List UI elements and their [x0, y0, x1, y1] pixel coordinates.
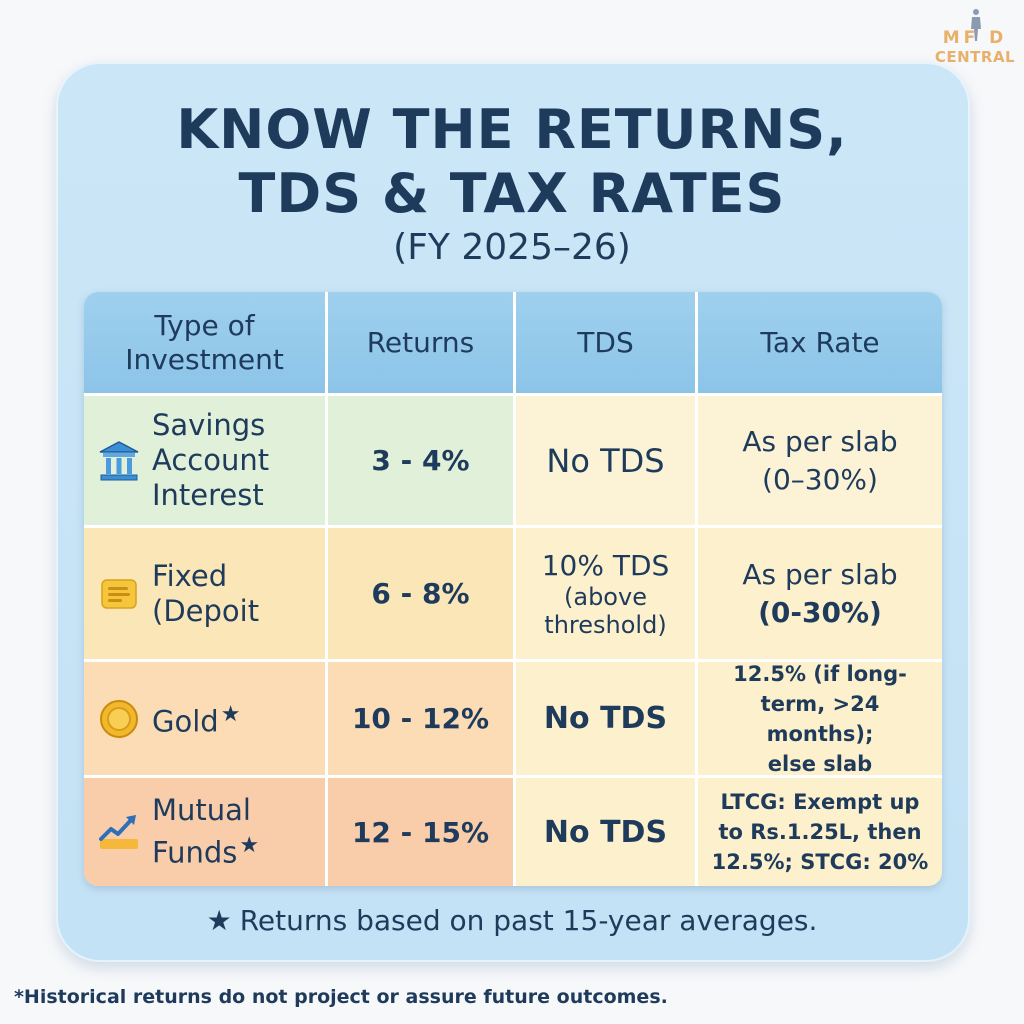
tds-line: threshold) — [544, 610, 667, 639]
tax-line: (0–30%) — [762, 462, 878, 496]
row-mf-tds: No TDS — [516, 778, 698, 886]
row-fd-returns: 6 - 8% — [328, 528, 516, 662]
page-title: KNOW THE RETURNS, TDS & TAX RATES — [0, 98, 1024, 226]
row-savings-label: Savings Account Interest — [152, 408, 269, 513]
row-savings-returns: 3 - 4% — [328, 396, 516, 528]
footnote: ★ Returns based on past 15-year averages. — [0, 904, 1024, 937]
row-fd-label: Fixed (Depoit — [152, 559, 259, 629]
type-line: Interest — [152, 478, 264, 512]
investment-table: Type of Investment Returns TDS Tax Rate … — [84, 292, 942, 886]
row-gold-tds: No TDS — [516, 662, 698, 778]
tax-line: LTCG: Exempt up — [720, 790, 920, 814]
row-mf-type: Mutual Funds★ — [84, 778, 328, 886]
row-fd-type: Fixed (Depoit — [84, 528, 328, 662]
tax-line: (0-30%) — [758, 595, 882, 629]
row-mf-returns: 12 - 15% — [328, 778, 516, 886]
type-line: Savings — [152, 408, 266, 442]
header-type: Type of Investment — [84, 292, 328, 396]
row-fd-tds: 10% TDS (above threshold) — [516, 528, 698, 662]
tax-line: term, >24 months); — [760, 691, 880, 746]
tax-line: else slab — [767, 751, 873, 776]
logo-text-top: MF D — [942, 28, 1008, 48]
tax-line: As per slab — [742, 557, 898, 591]
type-line: Account — [152, 443, 270, 477]
footnote-text: Returns based on past 15-year averages. — [239, 904, 818, 937]
type-line: Fixed — [152, 558, 228, 593]
row-savings-tax: As per slab (0–30%) — [698, 396, 942, 528]
type-line: Mutual — [152, 793, 251, 828]
type-line: (Depoit — [152, 593, 260, 628]
row-gold-returns: 10 - 12% — [328, 662, 516, 778]
type-line: Gold — [152, 704, 219, 739]
logo-text-bottom: CENTRAL — [934, 48, 1016, 66]
row-gold-label: Gold★ — [152, 697, 240, 740]
tax-line: 12.5% (if long- — [733, 661, 907, 686]
tax-line: to Rs.1.25L, then — [718, 820, 922, 844]
row-gold-type: Gold★ — [84, 662, 328, 778]
row-mf-label: Mutual Funds★ — [152, 793, 259, 871]
tax-line: 12.5%; STCG: 20% — [711, 850, 929, 874]
document-icon — [96, 571, 142, 617]
title-line-2: TDS & TAX RATES — [238, 162, 786, 225]
header-tax-rate: Tax Rate — [698, 292, 942, 396]
tds-line: 10% TDS — [541, 548, 670, 582]
header-type-label: Type of Investment — [125, 308, 284, 376]
row-gold-tax: 12.5% (if long- term, >24 months); else … — [698, 662, 942, 778]
growth-chart-icon — [96, 809, 142, 855]
bank-icon — [96, 438, 142, 484]
header-tds: TDS — [516, 292, 698, 396]
gold-coin-icon — [96, 696, 142, 742]
row-savings-type: Savings Account Interest — [84, 396, 328, 528]
row-fd-tax: As per slab (0-30%) — [698, 528, 942, 662]
disclaimer: *Historical returns do not project or as… — [14, 986, 668, 1008]
brand-logo: MF D CENTRAL — [934, 6, 1016, 70]
page-subtitle: (FY 2025–26) — [393, 227, 631, 268]
row-savings-tds: No TDS — [516, 396, 698, 528]
header-returns: Returns — [328, 292, 516, 396]
star-icon: ★ — [220, 702, 241, 728]
tds-line: (above — [564, 582, 647, 611]
title-line-1: KNOW THE RETURNS, — [176, 98, 848, 161]
person-icon — [971, 9, 981, 41]
tax-line: As per slab — [742, 424, 898, 458]
star-icon: ★ — [239, 833, 260, 859]
type-line: Funds — [152, 835, 238, 870]
row-mf-tax: LTCG: Exempt up to Rs.1.25L, then 12.5%;… — [698, 778, 942, 886]
star-icon: ★ — [206, 904, 232, 937]
